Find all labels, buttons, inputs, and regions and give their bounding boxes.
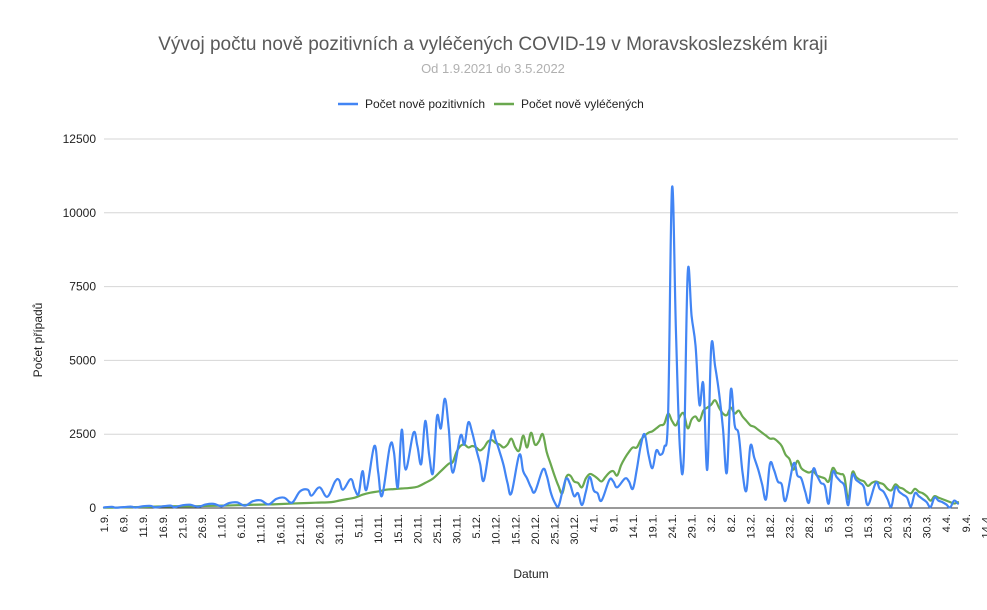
series-line-positive [102, 185, 960, 509]
plot-area [102, 185, 960, 509]
y-axis-ticks: 0 2500 5000 7500 10000 12500 [63, 132, 97, 515]
x-tick-label: 9.1. [608, 514, 620, 532]
x-tick-label: 20.12. [530, 514, 542, 545]
x-axis-title: Datum [513, 567, 548, 581]
x-tick-label: 19.1. [647, 514, 659, 538]
x-tick-label: 3.2. [706, 514, 718, 532]
x-tick-label: 25.3. [902, 514, 914, 538]
gridlines [104, 138, 958, 509]
x-tick-label: 16.10. [275, 514, 287, 545]
x-tick-label: 26.10. [314, 514, 326, 545]
x-tick-label: 16.9. [158, 514, 170, 538]
x-tick-label: 11.10. [256, 514, 268, 544]
chart-title: Vývoj počtu nově pozitivních a vyléčenýc… [158, 34, 827, 55]
y-tick-label: 12500 [63, 132, 97, 146]
x-tick-label: 11.9. [138, 514, 150, 538]
y-tick-label: 10000 [63, 206, 97, 220]
x-tick-label: 20.3. [882, 514, 894, 538]
x-tick-label: 18.2. [765, 514, 777, 538]
chart-subtitle: Od 1.9.2021 do 3.5.2022 [421, 61, 565, 76]
x-tick-label: 6.10. [236, 514, 248, 538]
y-tick-label: 0 [89, 501, 96, 515]
x-tick-label: 26.9. [197, 514, 209, 538]
x-tick-label: 6.9. [119, 514, 131, 532]
legend-item-positive[interactable]: Počet nově pozitivních [338, 97, 485, 111]
x-tick-label: 5.12. [471, 514, 483, 538]
x-tick-label: 25.11. [432, 514, 444, 544]
x-tick-label: 25.12. [550, 514, 562, 545]
x-tick-label: 8.2. [726, 514, 738, 532]
x-tick-label: 1.10. [217, 514, 229, 538]
x-tick-label: 4.1. [589, 514, 601, 532]
x-tick-label: 15.12. [510, 514, 522, 545]
x-tick-label: 24.1. [667, 514, 679, 538]
x-tick-label: 30.3. [922, 514, 934, 538]
y-tick-label: 2500 [69, 427, 96, 441]
legend-label-positive: Počet nově pozitivních [365, 97, 485, 111]
x-tick-label: 10.12. [491, 514, 503, 545]
x-axis-ticks: 1.9. 6.9. 11.9. 16.9. 21.9. 26.9. 1.10. 6.10. 11… [99, 514, 987, 545]
x-tick-label: 13.2. [745, 514, 757, 538]
x-tick-label: 9.4. [961, 514, 973, 532]
x-tick-label: 30.12. [569, 514, 581, 545]
legend-label-recovered: Počet nově vyléčených [521, 97, 644, 111]
x-tick-label: 14.4. [980, 514, 987, 538]
x-tick-label: 29.1. [687, 514, 699, 538]
x-tick-label: 30.11. [452, 514, 464, 544]
x-tick-label: 14.1. [628, 514, 640, 538]
legend: Počet nově pozitivních Počet nově vyléče… [338, 97, 644, 111]
x-tick-label: 21.10. [295, 514, 307, 545]
x-tick-label: 20.11. [412, 514, 424, 544]
x-tick-label: 28.2. [804, 514, 816, 538]
legend-item-recovered[interactable]: Počet nově vyléčených [494, 97, 644, 111]
x-tick-label: 4.4. [941, 514, 953, 532]
x-tick-label: 15.11. [393, 514, 405, 544]
y-axis-title: Počet případů [31, 303, 45, 378]
x-tick-label: 10.11. [373, 514, 385, 544]
y-tick-label: 7500 [69, 280, 96, 294]
x-tick-label: 5.11. [354, 514, 366, 538]
x-tick-label: 10.3. [843, 514, 855, 538]
x-tick-label: 23.2. [785, 514, 797, 538]
x-tick-label: 21.9. [177, 514, 189, 538]
x-tick-label: 1.9. [99, 514, 111, 532]
x-tick-label: 31.10. [334, 514, 346, 545]
x-tick-label: 15.3. [863, 514, 875, 538]
y-tick-label: 5000 [69, 353, 96, 367]
x-tick-label: 5.3. [824, 514, 836, 532]
